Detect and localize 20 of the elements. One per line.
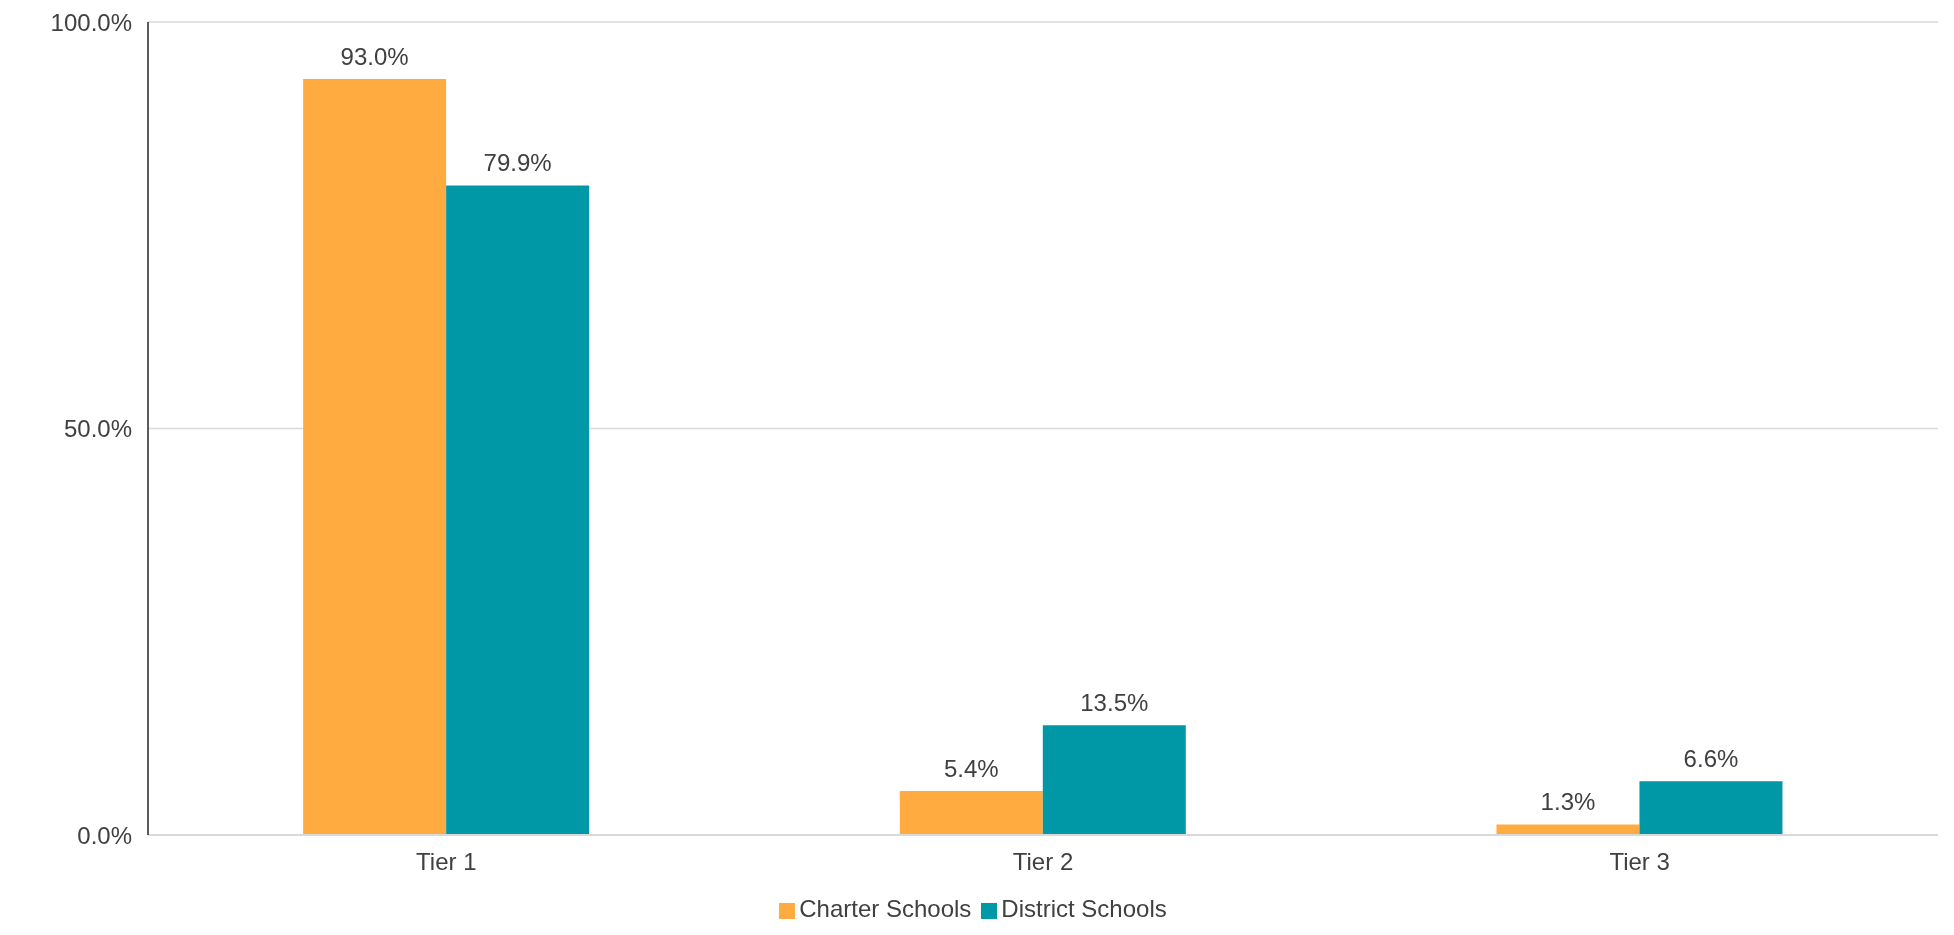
x-tick-label: Tier 3: [1609, 848, 1670, 876]
bar: [303, 78, 447, 835]
data-label: 1.3%: [1540, 788, 1596, 816]
bar: [1639, 781, 1783, 835]
bar: [1042, 725, 1186, 835]
legend-label: Charter Schools: [799, 895, 972, 922]
bar: [1496, 824, 1640, 835]
x-tick-label: Tier 1: [416, 848, 477, 876]
y-tick-label: 0.0%: [77, 821, 132, 849]
data-label: 13.5%: [1080, 689, 1149, 717]
bar: [899, 791, 1043, 835]
x-tick-label: Tier 2: [1012, 848, 1074, 876]
y-tick-label: 100.0%: [50, 8, 132, 36]
bar: [446, 185, 590, 835]
data-label: 5.4%: [943, 755, 999, 783]
y-tick-label: 50.0%: [63, 415, 132, 443]
data-label: 79.9%: [483, 149, 552, 177]
data-label: 6.6%: [1683, 745, 1739, 773]
data-label: 93.0%: [340, 42, 409, 70]
legend-label: District Schools: [1001, 895, 1167, 922]
